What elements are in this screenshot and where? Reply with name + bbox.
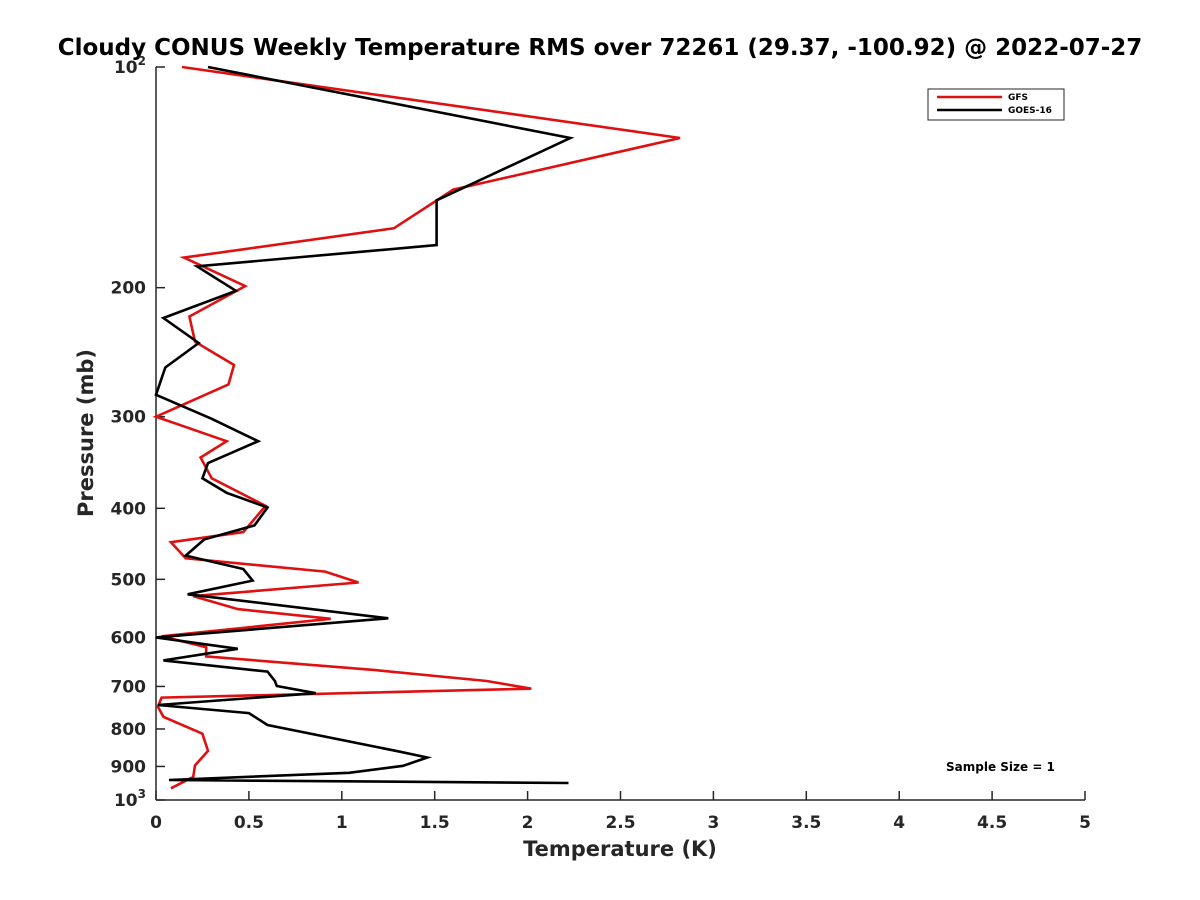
legend-box	[927, 88, 1065, 121]
series-line-goes-16	[154, 65, 575, 785]
y-tick-label: 102	[114, 54, 146, 78]
legend: GFS GOES-16	[927, 88, 1065, 121]
y-tick-label: 900	[111, 757, 147, 777]
y-tick-label: 200	[111, 279, 147, 299]
x-tick-label: 1.5	[420, 813, 450, 833]
sample-size-annotation: Sample Size = 1	[946, 760, 1055, 774]
legend-label-gfs: GFS	[1008, 93, 1028, 103]
x-tick-label: 2	[522, 813, 534, 833]
y-tick-label: 300	[111, 408, 147, 428]
y-tick-label: 400	[111, 499, 147, 519]
y-tick-label: 500	[111, 570, 147, 590]
y-tick-label: 600	[111, 628, 147, 648]
x-tick-label: 0	[150, 813, 162, 833]
y-axis-label: Pressure (mb)	[74, 349, 98, 517]
chart-title: Cloudy CONUS Weekly Temperature RMS over…	[58, 35, 1143, 61]
y-tick-label: 103	[114, 787, 146, 811]
y-tick-label: 700	[111, 677, 147, 697]
series-layer	[152, 65, 681, 790]
x-tick-label: 3.5	[791, 813, 821, 833]
x-tick-label: 3	[707, 813, 719, 833]
x-tick-label: 2.5	[605, 813, 635, 833]
y-tick-label: 800	[111, 720, 147, 740]
x-tick-label: 0.5	[234, 813, 264, 833]
x-tick-label: 1	[336, 813, 348, 833]
y-ticks: 102 200 300 400 500 600 700 800 900 103	[111, 54, 165, 811]
x-tick-label: 4.5	[977, 813, 1007, 833]
series-line-gfs	[152, 65, 681, 790]
x-tick-label: 4	[893, 813, 905, 833]
x-tick-label: 5	[1079, 813, 1091, 833]
x-axis-label: Temperature (K)	[523, 837, 717, 861]
x-ticks: 0 0.5 1 1.5 2 2.5 3 3.5 4 4.5 5	[150, 791, 1091, 833]
legend-label-goes16: GOES-16	[1008, 106, 1052, 116]
